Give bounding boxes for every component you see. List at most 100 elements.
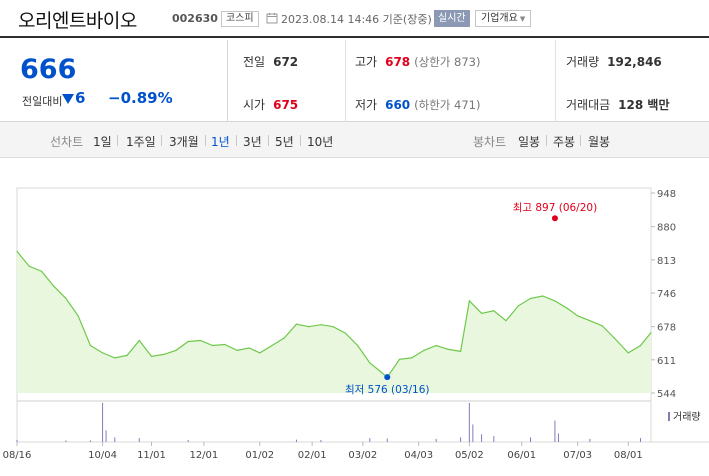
timestamp: 2023.08.14 14:46 기준(장중) [281, 13, 432, 26]
price-point [199, 339, 201, 342]
low-marker [384, 374, 391, 381]
price-point [236, 349, 238, 351]
price-point [126, 354, 128, 356]
price-point [542, 295, 544, 297]
divider [555, 40, 556, 122]
x-tick-label: 07/03 [563, 450, 592, 461]
change-value: 6 [75, 89, 86, 107]
summary-extra: (하한가 471) [414, 98, 481, 112]
divider [117, 135, 118, 146]
divider [300, 135, 301, 146]
summary-label: 고가 [355, 55, 378, 69]
price-point [138, 339, 140, 342]
y-tick-label: 678 [657, 323, 676, 334]
price-point [16, 250, 18, 252]
divider [580, 135, 581, 146]
summary-open: 시가 675 [243, 96, 298, 113]
x-tick-label: 08/16 [3, 450, 32, 461]
x-tick-label: 06/01 [507, 450, 536, 461]
market-badge: 코스피 [221, 11, 259, 27]
y-tick-label: 880 [657, 223, 676, 234]
price-point [639, 344, 642, 347]
summary-label: 전일 [243, 55, 266, 69]
tab-3y[interactable]: 3년 [243, 135, 262, 149]
price-point [357, 344, 359, 347]
summary-value: 672 [273, 55, 299, 69]
tab-monthly-candle[interactable]: 월봉 [588, 135, 611, 149]
price-panel: 666 전일대비 6 −0.89% 전일 672 고가 678 (상한가 873) 거… [0, 40, 709, 122]
price-point [435, 344, 437, 347]
price-point [517, 305, 519, 307]
tab-10y[interactable]: 10년 [307, 135, 334, 149]
summary-label: 저가 [355, 98, 378, 112]
price-point [65, 297, 67, 299]
high-annotation: 최고 897 (06/20) [513, 202, 598, 214]
divider [161, 135, 162, 146]
price-point [77, 315, 79, 317]
tab-weekly-candle[interactable]: 주봉 [553, 135, 576, 149]
price-point [650, 332, 652, 334]
tab-1y[interactable]: 1년 [211, 135, 230, 149]
summary-prev-close: 전일 672 [243, 53, 298, 70]
price-point [320, 324, 322, 326]
company-overview-label: 기업개요 [481, 13, 518, 24]
summary-extra: (상한가 873) [414, 55, 481, 69]
price-point [295, 323, 297, 325]
price-point [423, 349, 425, 351]
divider [345, 40, 346, 122]
volume-swatch [668, 412, 670, 421]
price-point [271, 344, 273, 347]
summary-volume: 거래량 192,846 [566, 53, 662, 70]
price-chart[interactable]: 948 880 813 746 678 611 544 08/16 10/04 11/01 12/0… [0, 158, 709, 476]
y-tick-label: 813 [657, 256, 676, 267]
price-point [248, 347, 250, 349]
price-point [601, 325, 603, 327]
x-tick-label: 01/02 [245, 450, 274, 461]
price-point [529, 297, 532, 299]
price-point [332, 326, 334, 328]
down-arrow-icon [62, 94, 74, 104]
x-tick-label: 11/01 [137, 450, 166, 461]
price-point [283, 337, 285, 339]
price-point [460, 350, 462, 352]
summary-label: 거래량 [566, 55, 600, 69]
tab-1d[interactable]: 1일 [93, 135, 112, 149]
company-overview-button[interactable]: 기업개요 ▼ [475, 10, 532, 27]
price-point [577, 315, 579, 317]
summary-label: 거래대금 [566, 98, 611, 112]
price-point [481, 312, 483, 314]
current-price: 666 [20, 54, 77, 85]
tab-5y[interactable]: 5년 [275, 135, 294, 149]
volume-legend: 거래량 [668, 408, 701, 423]
summary-trade-amount: 거래대금 128 백만 [566, 96, 669, 113]
stock-name: 오리엔트바이오 [18, 10, 137, 32]
chart-period-bar: 선차트 1일 1주일 3개월 1년 3년 5년 10년 봉차트 일봉 주봉 월봉 [0, 122, 709, 158]
price-point [114, 357, 116, 359]
price-point [411, 357, 413, 359]
y-tick-label: 948 [657, 189, 676, 200]
line-chart-label: 선차트 [50, 135, 84, 149]
price-point [163, 353, 165, 355]
price-point [398, 358, 401, 360]
price-point [468, 300, 470, 302]
price-point [627, 352, 629, 354]
price-point [493, 310, 495, 312]
tab-3m[interactable]: 3개월 [169, 135, 199, 149]
x-tick-label: 05/02 [455, 450, 484, 461]
price-point [150, 355, 153, 357]
y-tick-label: 544 [657, 389, 676, 400]
low-annotation: 최저 576 (03/16) [345, 384, 430, 396]
price-point [566, 307, 568, 309]
tab-daily-candle[interactable]: 일봉 [518, 135, 541, 149]
candle-chart-label: 봉차트 [473, 135, 507, 149]
summary-low: 저가 660 (하한가 471) [355, 96, 480, 113]
x-tick-label: 10/04 [88, 450, 117, 461]
tab-1w[interactable]: 1주일 [126, 135, 156, 149]
x-tick-label: 03/02 [348, 450, 377, 461]
price-chart-svg: 948 880 813 746 678 611 544 08/16 10/04 11/01 12/0… [3, 187, 709, 461]
summary-high: 고가 678 (상한가 873) [355, 53, 480, 70]
price-point [344, 332, 346, 334]
clock-icon [266, 13, 278, 24]
summary-value: 675 [273, 98, 299, 112]
y-tick-label: 611 [657, 356, 676, 367]
